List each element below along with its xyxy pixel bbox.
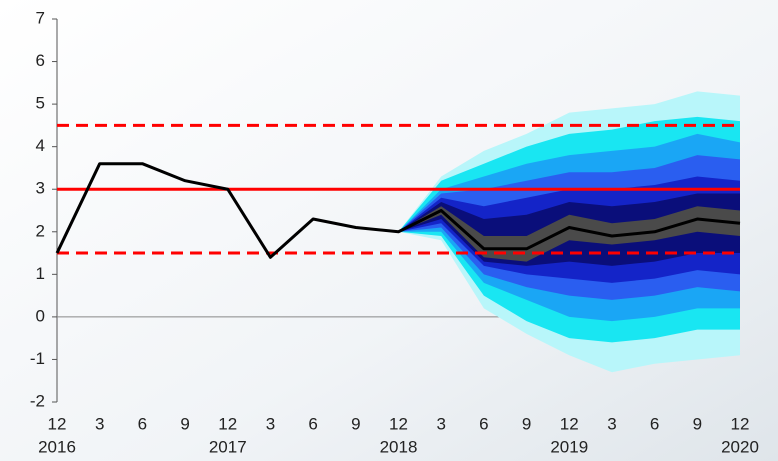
x-year-label: 2020 — [721, 437, 759, 456]
x-tick-label: 12 — [389, 414, 408, 433]
y-tick-label: 5 — [36, 94, 45, 113]
x-tick-label: 9 — [522, 414, 531, 433]
y-tick-label: -1 — [30, 349, 45, 368]
y-tick-label: 1 — [36, 264, 45, 283]
x-tick-label: 6 — [650, 414, 659, 433]
x-tick-label: 3 — [436, 414, 445, 433]
x-tick-label: 9 — [693, 414, 702, 433]
x-year-label: 2018 — [380, 437, 418, 456]
x-tick-label: 6 — [479, 414, 488, 433]
x-tick-label: 3 — [266, 414, 275, 433]
x-tick-label: 6 — [138, 414, 147, 433]
x-tick-label: 12 — [731, 414, 750, 433]
x-tick-label: 12 — [560, 414, 579, 433]
x-tick-label: 9 — [351, 414, 360, 433]
y-tick-label: 7 — [36, 8, 45, 27]
y-tick-label: -2 — [30, 391, 45, 410]
y-tick-label: 2 — [36, 221, 45, 240]
x-tick-label: 12 — [48, 414, 67, 433]
x-year-label: 2016 — [38, 437, 76, 456]
y-tick-label: 0 — [36, 306, 45, 325]
x-tick-label: 6 — [308, 414, 317, 433]
x-tick-label: 3 — [607, 414, 616, 433]
x-tick-label: 12 — [218, 414, 237, 433]
x-tick-label: 3 — [95, 414, 104, 433]
x-year-label: 2019 — [550, 437, 588, 456]
y-tick-label: 4 — [36, 136, 45, 155]
chart: -2-1012345671220163691220173691220183691… — [0, 0, 778, 461]
y-tick-label: 3 — [36, 179, 45, 198]
x-tick-label: 9 — [180, 414, 189, 433]
x-year-label: 2017 — [209, 437, 247, 456]
y-tick-label: 6 — [36, 51, 45, 70]
